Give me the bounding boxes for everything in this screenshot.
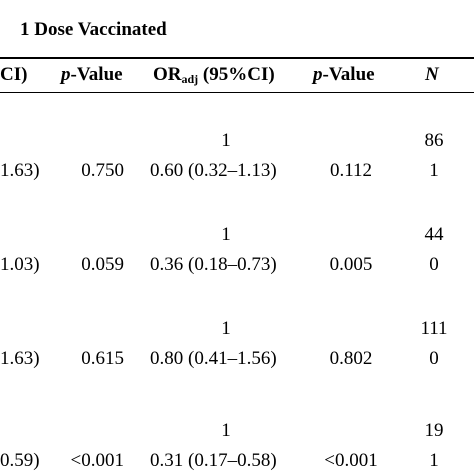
table-top-rule — [0, 57, 474, 59]
or-cell: 0.36 (0.18–0.73) — [150, 254, 277, 275]
ref-n-cell: 111 — [420, 318, 448, 339]
prev-ci-cell: 0.59) — [0, 450, 40, 471]
p-value-cell: 0.615 — [81, 348, 124, 369]
p-value-2-cell: <0.001 — [324, 450, 378, 471]
header-p-value-2: p-Value — [313, 64, 375, 85]
or-cell: 0.60 (0.32–1.13) — [150, 160, 277, 181]
or-cell: 0.80 (0.41–1.56) — [150, 348, 277, 369]
ref-or-cell: 1 — [221, 318, 231, 339]
p-value-2-cell: 0.005 — [329, 254, 373, 275]
n-cell: 0 — [429, 348, 439, 369]
ref-n-cell: 19 — [424, 420, 444, 441]
header-p-value: p-Value — [61, 64, 123, 85]
prev-ci-cell: 1.03) — [0, 254, 40, 275]
n-cell: 1 — [429, 160, 439, 181]
header-n: N — [425, 64, 439, 85]
header-prev-ci: CI) — [0, 64, 28, 85]
p-value-cell: 0.750 — [81, 160, 124, 181]
or-cell: 0.31 (0.17–0.58) — [150, 450, 277, 471]
n-cell: 0 — [429, 254, 439, 275]
p-value-cell: <0.001 — [70, 450, 124, 471]
ref-n-cell: 44 — [424, 224, 444, 245]
ref-n-cell: 86 — [424, 130, 444, 151]
ref-or-cell: 1 — [221, 130, 231, 151]
prev-ci-cell: 1.63) — [0, 160, 40, 181]
header-bottom-rule — [0, 92, 474, 93]
n-cell: 1 — [429, 450, 439, 471]
prev-ci-cell: 1.63) — [0, 348, 40, 369]
p-value-cell: 0.059 — [81, 254, 124, 275]
ref-or-cell: 1 — [221, 420, 231, 441]
p-value-2-cell: 0.802 — [329, 348, 373, 369]
header-or-adj: ORadj (95%CI) — [153, 64, 275, 86]
group-heading: 1 Dose Vaccinated — [20, 19, 167, 40]
p-value-2-cell: 0.112 — [329, 160, 373, 181]
ref-or-cell: 1 — [221, 224, 231, 245]
